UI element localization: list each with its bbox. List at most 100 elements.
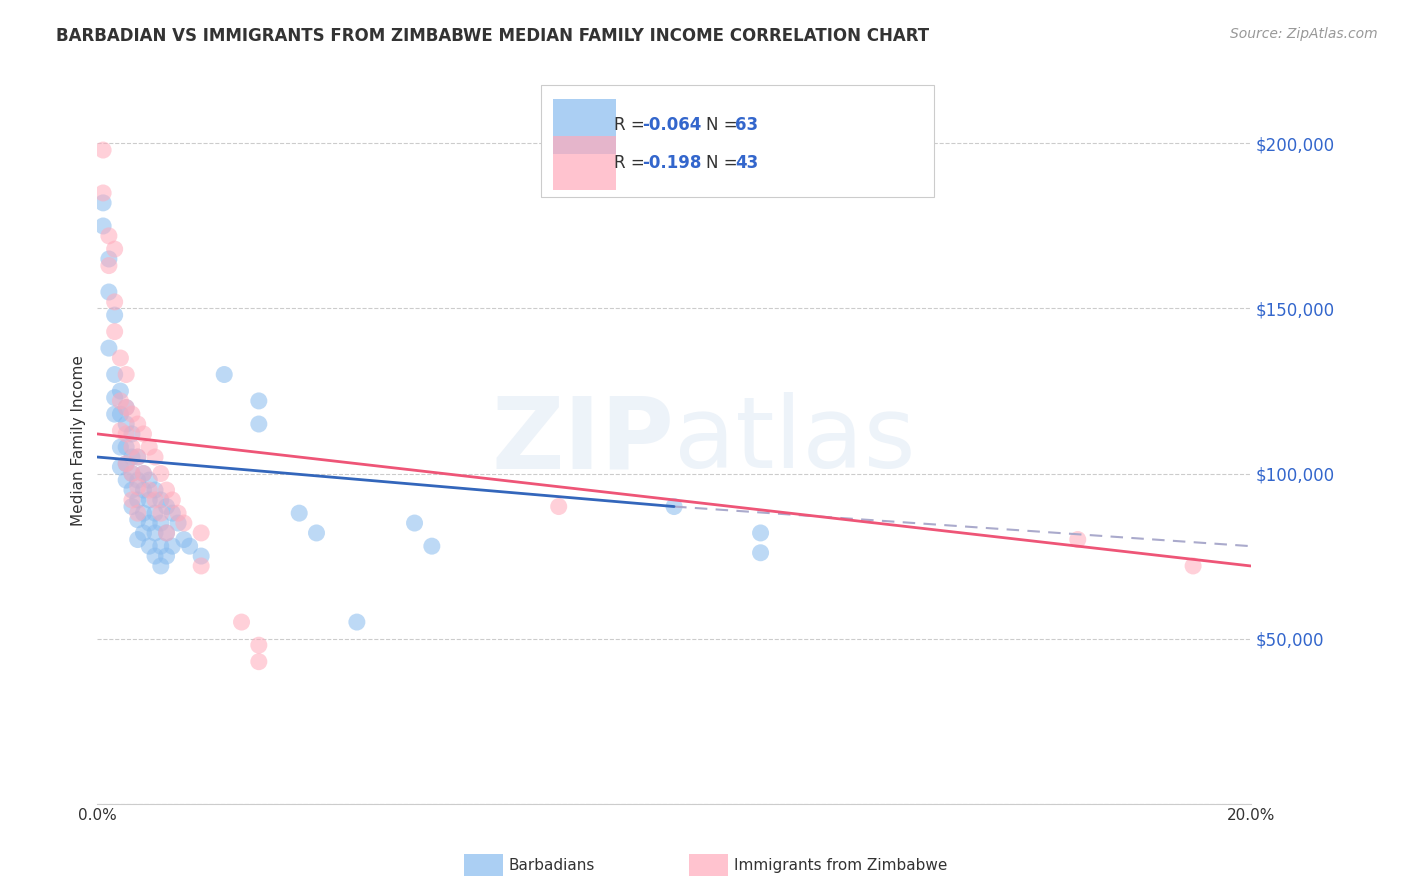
Point	[91, 195, 114, 210]
Point	[288, 506, 311, 520]
Point	[91, 143, 114, 157]
Point	[190, 558, 212, 573]
Point	[167, 506, 190, 520]
Point	[162, 506, 184, 520]
Point	[149, 539, 172, 553]
Point	[127, 533, 149, 547]
Point	[132, 467, 155, 481]
Point	[132, 426, 155, 441]
Point	[91, 186, 114, 200]
Point	[167, 516, 190, 530]
Point	[173, 516, 195, 530]
Point	[346, 615, 368, 629]
Point	[127, 473, 149, 487]
Point	[104, 391, 127, 405]
Point	[110, 351, 132, 365]
Point	[143, 549, 166, 563]
Text: 43: 43	[735, 154, 758, 172]
Point	[115, 440, 138, 454]
Point	[132, 467, 155, 481]
Point	[97, 252, 120, 266]
Point	[110, 393, 132, 408]
Point	[121, 407, 143, 421]
Point	[97, 285, 120, 299]
Text: N =: N =	[706, 154, 744, 172]
Point	[104, 294, 127, 309]
Point	[547, 500, 569, 514]
Point	[149, 558, 172, 573]
Point	[104, 368, 127, 382]
FancyBboxPatch shape	[541, 85, 934, 197]
Point	[155, 483, 177, 497]
Point	[121, 426, 143, 441]
Point	[247, 393, 270, 408]
Point	[121, 500, 143, 514]
Point	[162, 492, 184, 507]
Point	[110, 384, 132, 398]
Point	[115, 401, 138, 415]
Point	[115, 473, 138, 487]
Point	[155, 500, 177, 514]
Text: -0.198: -0.198	[641, 154, 702, 172]
Point	[190, 525, 212, 540]
Point	[127, 480, 149, 494]
Point	[143, 506, 166, 520]
Point	[305, 525, 328, 540]
Point	[138, 539, 160, 553]
Text: atlas: atlas	[673, 392, 915, 489]
Text: Immigrants from Zimbabwe: Immigrants from Zimbabwe	[734, 858, 948, 872]
Point	[115, 457, 138, 471]
Point	[110, 459, 132, 474]
Point	[138, 473, 160, 487]
Point	[155, 525, 177, 540]
Point	[110, 407, 132, 421]
Point	[121, 483, 143, 497]
Point	[749, 546, 772, 560]
Point	[143, 525, 166, 540]
Point	[121, 492, 143, 507]
Point	[149, 516, 172, 530]
Point	[104, 308, 127, 322]
Point	[143, 450, 166, 464]
Point	[138, 440, 160, 454]
Point	[127, 450, 149, 464]
Point	[1067, 533, 1090, 547]
Point	[97, 228, 120, 243]
Point	[121, 467, 143, 481]
Point	[104, 325, 127, 339]
Point	[127, 450, 149, 464]
Point	[247, 655, 270, 669]
Point	[420, 539, 443, 553]
Text: Source: ZipAtlas.com: Source: ZipAtlas.com	[1230, 27, 1378, 41]
Point	[115, 368, 138, 382]
Point	[91, 219, 114, 233]
Point	[110, 440, 132, 454]
Point	[173, 533, 195, 547]
Y-axis label: Median Family Income: Median Family Income	[72, 355, 86, 526]
Point	[155, 525, 177, 540]
Point	[404, 516, 426, 530]
Point	[231, 615, 253, 629]
Text: Barbadians: Barbadians	[509, 858, 595, 872]
Point	[179, 539, 201, 553]
Point	[662, 500, 685, 514]
Text: R =: R =	[614, 154, 655, 172]
Point	[115, 401, 138, 415]
Point	[149, 492, 172, 507]
Point	[143, 492, 166, 507]
Point	[190, 549, 212, 563]
Point	[121, 440, 143, 454]
Point	[127, 506, 149, 520]
Point	[132, 483, 155, 497]
Point	[749, 525, 772, 540]
Point	[121, 467, 143, 481]
Text: 63: 63	[735, 116, 758, 134]
Point	[247, 638, 270, 652]
Point	[127, 492, 149, 507]
Text: -0.064: -0.064	[641, 116, 702, 134]
Point	[143, 483, 166, 497]
Point	[115, 417, 138, 431]
Point	[1182, 558, 1205, 573]
Point	[138, 492, 160, 507]
Point	[104, 407, 127, 421]
